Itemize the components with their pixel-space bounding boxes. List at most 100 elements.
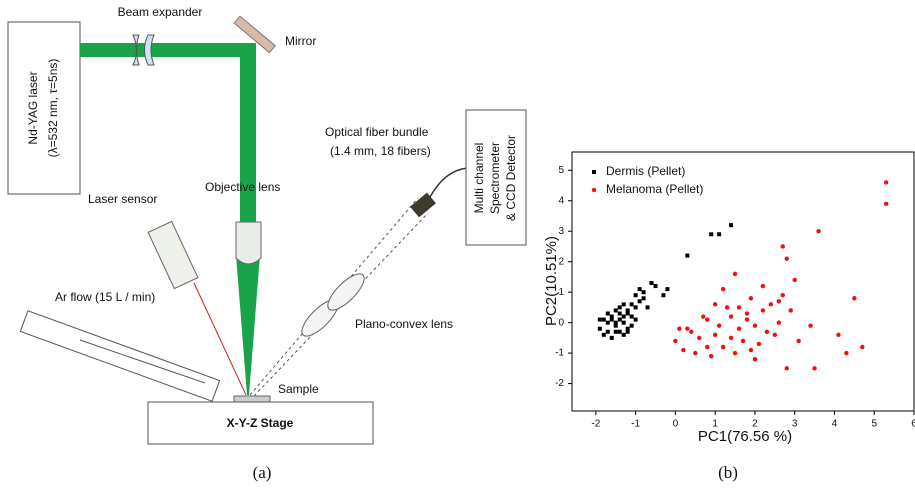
point [621,302,626,307]
point [613,320,618,325]
point [760,283,766,289]
point [697,335,702,341]
point [609,317,614,322]
point [780,244,785,249]
point [701,314,706,319]
x-tick-label: 3 [792,419,798,430]
setup-diagram: Nd-YAG laser (λ=532 nm, τ=5ns) Beam expa… [7,5,527,482]
point [613,323,618,328]
point [693,350,698,356]
point [836,332,841,338]
laser-label: Nd-YAG laser [26,71,40,144]
laser-sensor-label: Laser sensor [88,192,157,206]
point [617,329,622,334]
y-tick-label: -1 [555,348,564,359]
laser-label: (λ=532 nm, τ=5ns) [46,59,60,158]
point [736,326,742,331]
point [808,323,813,328]
point [784,366,789,371]
point [812,366,817,371]
point [732,271,738,277]
point [883,180,889,185]
point [613,329,618,334]
point [816,229,821,234]
x-axis-title: PC1(76.56 %) [698,428,792,445]
point [796,338,801,344]
caption: (a) [253,463,272,482]
x-tick-label: 2 [752,419,758,430]
point [597,326,602,331]
detector-label: Spectrometer [488,142,502,214]
y-tick-label: 5 [558,165,564,176]
point [633,305,638,310]
point [740,338,746,344]
objective-label: Objective lens [205,180,280,194]
objective-lens [235,221,262,265]
laser-box [7,21,81,195]
beam-expander-label: Beam expander [118,5,203,19]
mirror [233,15,276,54]
point [617,305,622,310]
caption: (b) [718,463,738,482]
fiber-cable [429,167,469,198]
point [673,338,678,344]
plot-frame [571,151,915,412]
point [772,332,778,338]
detector-box [465,109,527,246]
sample-label: Sample [278,382,319,396]
fiber-head [410,192,436,218]
point [720,344,726,350]
scatter-chart: PC1(76.56 %) PC2(10.51%) (b) -2 -1 0 1 2 3 4 5 6… [543,151,915,482]
point [768,302,774,307]
point [756,341,762,347]
point [649,281,654,286]
point [621,332,626,337]
point [732,350,738,356]
point [677,326,682,331]
point [792,277,797,283]
point [685,253,690,258]
point [621,314,626,319]
point [689,329,694,334]
point [641,290,646,295]
legend-marker [592,170,596,174]
point [705,317,710,322]
point [597,317,602,322]
point [712,332,718,338]
laser-sensor [147,220,199,290]
point [605,311,610,316]
point [617,317,622,322]
point [752,357,758,362]
fiber-label: (1.4 mm, 18 fibers) [330,144,431,158]
ar-inner [79,339,206,384]
point [728,335,734,341]
point [601,332,606,337]
point [633,293,638,298]
x-tick-label: 1 [712,419,718,430]
point [613,308,618,313]
point [776,299,781,304]
point [605,329,610,334]
y-tick-label: 0 [558,317,564,328]
point [637,299,642,304]
detector-label: Multi channel [472,143,486,214]
point [852,296,857,301]
point [760,308,766,313]
beam [80,43,256,57]
point [752,323,758,328]
y-tick-label: 2 [558,256,564,267]
point [780,293,785,298]
point [729,223,734,228]
x-tick-label: 0 [673,419,679,430]
point [617,311,622,316]
point [860,344,865,350]
point [748,296,754,301]
x-tick-label: 5 [871,419,877,430]
point [705,344,710,350]
point [724,305,730,310]
stage-label: X-Y-Z Stage [227,416,294,430]
x-tick-label: -2 [591,419,600,430]
y-tick-label: -2 [555,378,564,389]
